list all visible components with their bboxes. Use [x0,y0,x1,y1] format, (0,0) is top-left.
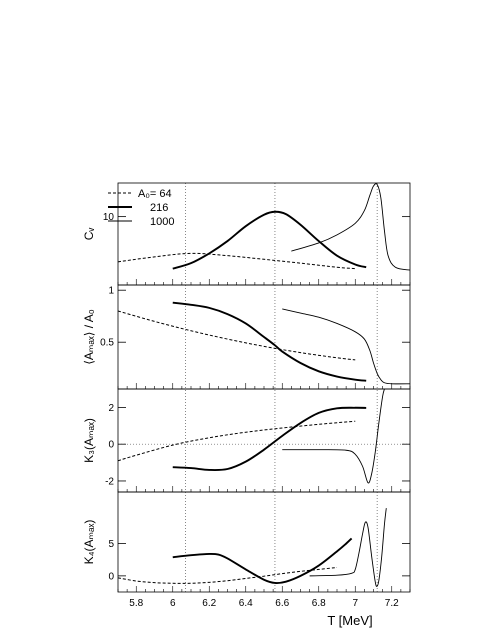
x-tick-label-4: 6.4 [239,598,253,609]
y-tick-label-3-2: 0 [108,440,114,451]
y-tick-label-3-1: -2 [105,476,114,487]
panel-4: 0 5 K₄(Aₘₐₓ) [82,491,411,593]
series-216-panel-3 [172,406,367,472]
y-tick-label-4-1: 0 [108,571,114,582]
y-tick-label-2-1: 0.5 [100,338,114,349]
y-axis-label-1: Cᵥ [82,228,96,241]
series-216-panel-4 [172,537,353,585]
x-tick-label-8: 7.2 [385,598,399,609]
y-axis-label-3: K₃(Aₘₐₓ) [82,418,96,463]
panel-frame-4 [117,491,411,593]
series-64-panel-1 [118,252,356,270]
y-tick-label-2-2: 1 [108,286,114,297]
y-tick-label-1-1: 10 [103,212,115,223]
y-tick-label-3-3: 2 [108,403,114,414]
x-tick-label-7: 7 [352,598,358,609]
series-64-panel-4 [118,566,338,584]
series-216-panel-2 [172,301,367,382]
series-1000-panel-3 [282,389,385,484]
x-axis: 5.8 6 6.2 6.4 6.6 6.8 7 7.2 T [MeV] [117,279,411,628]
panel-2: 0.5 1 ⟨Aₘₐₓ⟩ / A₀ [82,284,411,390]
x-tick-label-2: 6 [170,598,176,609]
series-1000-panel-2 [282,308,410,385]
x-tick-label-6: 6.8 [312,598,326,609]
legend: A₀= 64 216 1000 [108,188,174,228]
series-64-panel-3 [118,420,356,462]
y-tick-label-4-2: 5 [108,539,114,550]
x-tick-label-5: 6.6 [275,598,289,609]
y-axis-label-4: K₄(Aₘₐₓ) [82,520,96,565]
vertical-guide-lines [185,183,378,592]
x-tick-label-3: 6.2 [202,598,216,609]
panel-1: 10 Cᵥ [82,182,411,286]
legend-label-64: A₀= 64 [138,188,172,200]
y-axis-label-2: ⟨Aₘₐₓ⟩ / A₀ [82,309,96,365]
x-tick-label-1: 5.8 [129,598,143,609]
series-1000-panel-4 [309,508,387,587]
panel-3: -2 0 2 K₃(Aₘₐₓ) [82,388,411,493]
series-64-panel-2 [118,310,356,361]
series-216-panel-1 [172,210,367,270]
legend-label-1000: 1000 [150,216,174,228]
series-1000-panel-1 [291,183,410,271]
legend-label-216: 216 [150,202,168,214]
panel-frame-3 [117,388,411,493]
x-axis-label: T [MeV] [327,613,372,628]
